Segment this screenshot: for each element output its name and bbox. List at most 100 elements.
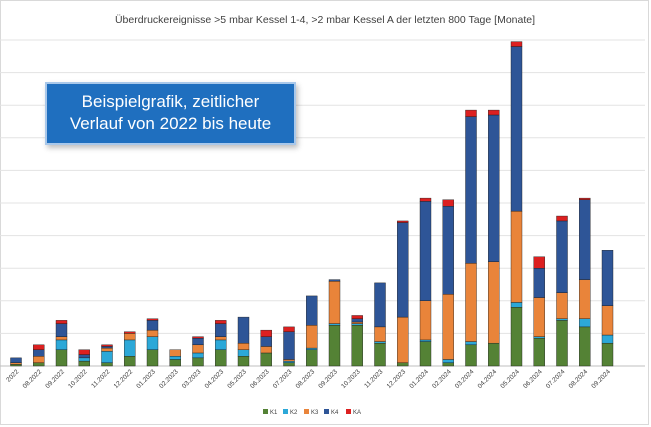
bar-segment-k1-02.2023	[169, 359, 181, 367]
bar-segment-k4-05.2024	[510, 46, 523, 212]
bar-segment-k2-02.2024	[442, 359, 454, 363]
bar-segment-k1-07.2024	[556, 320, 568, 367]
bar-segment-k2-07.2024	[556, 318, 568, 321]
bar-segment-k4-08.2024	[579, 199, 591, 280]
bar-segment-k1-10.2022	[78, 360, 90, 367]
bar-segment-k1-12.2023	[397, 362, 409, 367]
bar-segment-ka-10.2022	[78, 349, 90, 355]
bar-segment-ka-05.2024	[510, 41, 523, 47]
bar-segment-k4-06.2024	[533, 268, 545, 298]
bar-segment-k3-08.2024	[579, 279, 591, 319]
bar-segment-k4-03.2024	[465, 116, 477, 264]
bar-segment-k3-05.2024	[510, 210, 523, 303]
x-tick-label: 10.2023	[340, 368, 362, 390]
legend-swatch-k3	[304, 409, 309, 414]
bar-segment-k4-12.2023	[397, 222, 409, 318]
x-tick-label: 05.2024	[499, 368, 521, 390]
bar-segment-k2-05.2023	[237, 349, 250, 357]
bar-segment-k2-12.2022	[124, 339, 136, 357]
x-tick-label: 04.2023	[204, 368, 226, 390]
bar-segment-k1-03.2023	[192, 357, 204, 367]
legend-swatch-k1	[263, 409, 268, 414]
bar-segment-k1-11.2023	[374, 342, 386, 367]
bar-segment-k3-02.2023	[169, 349, 181, 357]
x-tick-label: 01.2024	[408, 368, 430, 390]
x-tick-label: 08.2024	[568, 368, 590, 390]
x-tick-label: 07.2023	[272, 368, 294, 390]
bar-segment-ka-08.2024	[579, 197, 591, 200]
x-tick-label: 12.2023	[386, 368, 408, 390]
bar-segment-k3-04.2024	[488, 261, 500, 344]
bar-segment-k2-11.2023	[374, 341, 386, 344]
bar-segment-ka-06.2024	[533, 256, 545, 269]
bar-segment-k4-07.2024	[556, 220, 568, 293]
bar-segment-ka-12.2023	[397, 220, 409, 223]
bar-segment-k4-06.2023	[260, 336, 272, 347]
annotation-line-1: Beispielgrafik, zeitlicher	[81, 92, 260, 111]
bar-segment-ka-07.2024	[556, 215, 568, 222]
bar-segment-k2-03.2023	[192, 352, 204, 359]
bar-segment-k3-09.2022	[55, 336, 68, 341]
bar-segment-ka-04.2024	[488, 109, 500, 116]
bar-segment-k2-08.2023	[306, 347, 318, 350]
bar-segment-k4-08.2023	[306, 295, 318, 326]
x-tick-label: 11.2022	[90, 368, 111, 389]
bar-segment-ka-04.2023	[215, 320, 227, 324]
bar-segment-k3-01.2023	[146, 329, 159, 337]
legend-swatch-ka	[346, 409, 351, 414]
x-tick-label: 05.2023	[226, 368, 248, 390]
x-tick-label: 04.2024	[477, 368, 499, 390]
x-tick-label: 01.2023	[135, 368, 157, 390]
bar-segment-k1-08.2024	[579, 326, 591, 367]
bar-segment-k2-10.2022	[78, 357, 90, 362]
bar-segment-k1-09.2022	[55, 349, 68, 367]
chart-title: Überdruckereignisse >5 mbar Kessel 1-4, …	[115, 14, 535, 26]
bar-segment-k4-07.2023	[283, 331, 295, 360]
bar-segment-k1-04.2023	[215, 349, 227, 367]
bar-segment-ka-07.2023	[283, 326, 295, 332]
x-tick-label: 06.2023	[249, 368, 271, 390]
x-tick-label: 06.2024	[522, 368, 544, 390]
bar-segment-k3-09.2023	[328, 281, 341, 324]
bar-segment-k4-07.2022	[10, 357, 22, 363]
bar-segment-k1-06.2023	[260, 352, 272, 367]
bar-segment-k4-09.2022	[55, 323, 68, 337]
bar-segment-k4-11.2023	[374, 282, 386, 328]
bar-segment-k2-09.2024	[601, 334, 614, 344]
legend-label-k1: K1	[270, 410, 278, 416]
bar-segment-k2-06.2024	[533, 336, 545, 339]
bar-segment-k2-09.2022	[55, 339, 68, 350]
bar-segment-k1-05.2023	[237, 356, 250, 367]
bar-segment-k3-09.2024	[601, 305, 614, 336]
bar-segment-k3-01.2024	[419, 300, 432, 341]
bar-segment-k3-06.2023	[260, 346, 272, 354]
bar-segment-k3-07.2022	[10, 362, 22, 365]
bar-segment-k4-04.2024	[488, 114, 500, 262]
x-tick-label: 12.2022	[113, 368, 135, 390]
bar-segment-k3-05.2023	[237, 342, 250, 350]
x-tick-label: 09.2024	[590, 368, 612, 390]
legend-label-k4: K4	[331, 410, 339, 416]
x-tick-label: 03.2023	[181, 368, 203, 390]
x-axis-labels: 2022 08.2022 09.2022 10.2022 11.2022 12.2022 0…	[5, 368, 612, 390]
bar-segment-k4-03.2023	[192, 338, 204, 346]
bar-segment-k3-03.2024	[465, 263, 477, 342]
bar-segment-k1-05.2024	[510, 307, 523, 367]
bar-segment-k1-09.2023	[328, 325, 341, 367]
bar-segment-k3-12.2023	[397, 316, 409, 363]
bar-segment-k2-09.2023	[328, 323, 341, 326]
bar-segment-k2-07.2023	[283, 360, 295, 363]
x-tick-label: 09.2022	[44, 368, 66, 390]
bar-segment-k4-05.2023	[237, 316, 250, 344]
bar-segment-k1-06.2024	[533, 338, 545, 367]
bar-segment-k4-11.2022	[101, 346, 113, 349]
bar-segment-ka-03.2023	[192, 336, 204, 339]
bar-segment-k2-01.2024	[419, 339, 432, 342]
bar-segment-k3-07.2023	[283, 359, 295, 362]
bar-segment-k4-10.2023	[351, 318, 363, 323]
bar-segment-k1-03.2024	[465, 344, 477, 367]
x-tick-label: 07.2024	[545, 368, 567, 390]
bar-segment-k3-11.2022	[101, 347, 113, 352]
x-tick-label: 02.2024	[431, 368, 453, 390]
